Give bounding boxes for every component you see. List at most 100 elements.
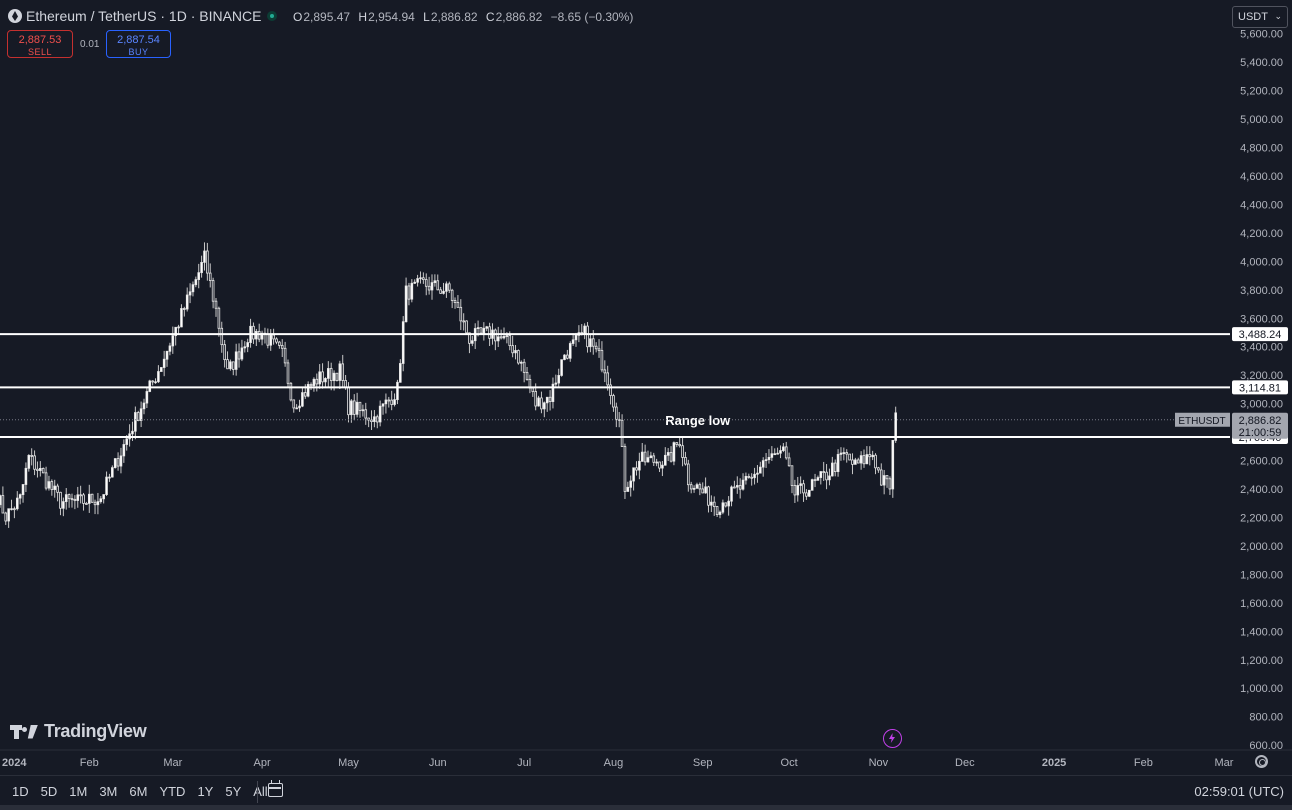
candle [868,446,872,466]
lightning-icon[interactable] [883,729,902,748]
candle [246,338,249,353]
price-axis[interactable]: 600.00 800.00 1,000.00 1,200.00 1,400.00 1,60… [1230,0,1292,775]
open-label: O [293,10,303,24]
candle [807,489,811,498]
candle [355,392,359,418]
candle [131,421,134,441]
time-axis[interactable]: 2024 Feb Mar Apr May Jun Jul Aug Sep Oct Nov Dec 202… [0,749,1292,769]
candle [675,442,679,448]
bottom-strip [0,805,1292,810]
candle [842,447,846,461]
time-tick-label: Feb [1134,757,1153,769]
level-axis-label: 3,114.81 [1239,382,1281,394]
candle [185,287,189,312]
candle [24,462,28,492]
candle [286,359,290,388]
chevron-down-icon: ⌄ [1274,11,1282,21]
candle [99,496,103,504]
candle [128,424,131,447]
candle [352,394,356,421]
range-buttons: 1D 5D 1M 3M 6M YTD 1Y 5Y All [6,784,274,799]
candle [519,360,523,372]
candle [681,436,684,467]
candle [891,439,895,498]
candle [309,382,313,391]
candle [782,443,785,453]
candle [321,363,324,389]
candle [600,341,604,373]
candle [217,306,221,337]
symbol-header: Ethereum / TetherUS · 1D · BINANCE O2,89… [0,0,1230,32]
candle [494,328,497,351]
market-open-dot-icon [267,11,277,21]
time-tick-label: Mar [1215,757,1234,769]
candle [764,453,768,468]
buy-button[interactable]: 2,887.54 BUY [106,30,171,58]
range-button-ytd[interactable]: YTD [159,784,186,799]
candle [427,276,431,295]
candle [312,377,316,392]
candle [384,393,388,414]
range-button-5d[interactable]: 5D [40,784,58,799]
utc-clock[interactable]: 02:59:01 (UTC) [1194,784,1284,799]
candle [557,368,561,388]
range-button-1m[interactable]: 1M [69,784,88,799]
candle [773,448,777,456]
time-tick-label: Jun [429,757,447,769]
candle [738,478,742,499]
range-button-6m[interactable]: 6M [129,784,148,799]
candle [47,475,51,491]
candle [836,449,840,477]
levels-group: 3,488.243,114.812,765.40 [0,327,1288,445]
candle [819,471,823,485]
candle [324,377,327,389]
candle [882,469,886,495]
candle [733,480,736,489]
candle [399,359,402,383]
gear-icon[interactable] [1255,755,1268,768]
currency-select[interactable]: USDT ⌄ [1232,6,1288,28]
level-axis-tag [1232,380,1288,395]
close-label: C [485,10,495,24]
candle [678,437,681,448]
candle [41,467,45,474]
candle [712,496,716,516]
symbol-tag-label: ETHUSDT [1178,416,1225,427]
candle [704,477,707,494]
candle [767,449,771,464]
calendar-icon[interactable] [268,780,283,797]
symbol-title[interactable]: Ethereum / TetherUS · 1D · BINANCE [26,8,262,24]
candle [292,399,296,413]
candle [612,393,615,412]
range-button-1y[interactable]: 1Y [197,784,214,799]
range-button-3m[interactable]: 3M [99,784,118,799]
candle [473,323,477,350]
candle [220,321,224,353]
time-tick-label: Dec [955,757,975,769]
candle [730,485,733,507]
candle [710,495,713,513]
time-tick-label: May [338,757,359,769]
candle [563,354,566,361]
candle [805,489,808,500]
candle [551,377,555,409]
candle [188,283,192,304]
candle [200,255,203,278]
candle [315,373,319,392]
candle [623,443,627,500]
candle [638,452,641,480]
price-tick-label: 2,400.00 [1240,484,1283,496]
range-button-1d[interactable]: 1D [12,784,29,799]
candle [877,466,880,473]
range-button-5y[interactable]: 5Y [225,784,242,799]
candle [223,339,226,368]
candle [404,277,408,323]
time-tick-label: Oct [781,757,798,769]
candle [237,343,241,368]
sell-button[interactable]: 2,887.53 SELL [7,30,73,58]
range-button-all[interactable]: All [253,784,268,799]
candle [194,276,198,288]
candle [776,447,779,455]
price-tick-label: 5,000.00 [1240,114,1283,126]
